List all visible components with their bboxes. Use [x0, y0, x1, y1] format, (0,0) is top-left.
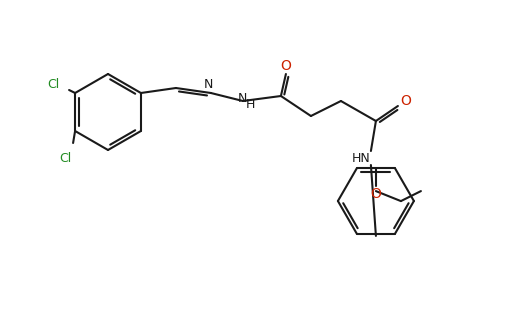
Text: N: N	[238, 93, 248, 106]
Text: N: N	[204, 79, 213, 92]
Text: HN: HN	[351, 152, 370, 165]
Text: Cl: Cl	[47, 79, 59, 92]
Text: H: H	[246, 99, 255, 112]
Text: O: O	[370, 187, 381, 201]
Text: O: O	[401, 94, 411, 108]
Text: Cl: Cl	[59, 152, 71, 165]
Text: O: O	[281, 59, 291, 73]
